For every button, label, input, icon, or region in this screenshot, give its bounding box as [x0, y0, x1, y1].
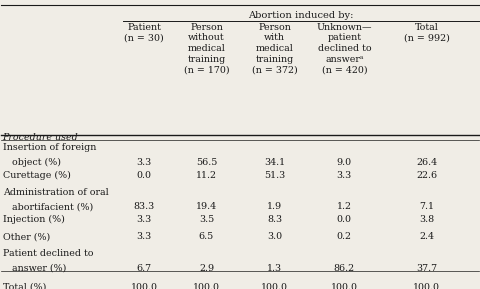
Text: 8.3: 8.3 [267, 215, 282, 224]
Text: 0.0: 0.0 [337, 215, 352, 224]
Text: 2.4: 2.4 [419, 232, 434, 241]
Text: Person
with
medical
training
(n = 372): Person with medical training (n = 372) [252, 23, 297, 75]
Text: 100.0: 100.0 [413, 283, 440, 289]
Text: 7.1: 7.1 [419, 202, 434, 211]
Text: 2.9: 2.9 [199, 264, 214, 273]
Text: 26.4: 26.4 [416, 158, 437, 167]
Text: Person
without
medical
training
(n = 170): Person without medical training (n = 170… [184, 23, 229, 75]
Text: 56.5: 56.5 [196, 158, 217, 167]
Text: Patient declined to: Patient declined to [2, 249, 93, 258]
Text: 22.6: 22.6 [416, 171, 437, 180]
Text: 83.3: 83.3 [133, 202, 155, 211]
Text: 100.0: 100.0 [261, 283, 288, 289]
Text: Abortion induced by:: Abortion induced by: [248, 11, 354, 20]
Text: Administration of oral: Administration of oral [2, 188, 108, 197]
Text: 86.2: 86.2 [334, 264, 355, 273]
Text: 3.8: 3.8 [419, 215, 434, 224]
Text: Patient
(n = 30): Patient (n = 30) [124, 23, 164, 42]
Text: 1.2: 1.2 [337, 202, 352, 211]
Text: 6.7: 6.7 [137, 264, 152, 273]
Text: 3.3: 3.3 [336, 171, 352, 180]
Text: 34.1: 34.1 [264, 158, 285, 167]
Text: 6.5: 6.5 [199, 232, 214, 241]
Text: Unknown—
patient
declined to
answerᵃ
(n = 420): Unknown— patient declined to answerᵃ (n … [317, 23, 372, 75]
Text: 3.3: 3.3 [137, 232, 152, 241]
Text: Total (%): Total (%) [2, 283, 46, 289]
Text: 3.5: 3.5 [199, 215, 214, 224]
Text: 51.3: 51.3 [264, 171, 285, 180]
Text: 100.0: 100.0 [331, 283, 358, 289]
Text: 3.0: 3.0 [267, 232, 282, 241]
Text: 37.7: 37.7 [416, 264, 437, 273]
Text: 0.0: 0.0 [137, 171, 152, 180]
Text: Procedure used: Procedure used [2, 134, 78, 142]
Text: 9.0: 9.0 [337, 158, 352, 167]
Text: Other (%): Other (%) [2, 232, 50, 241]
Text: Curettage (%): Curettage (%) [2, 171, 71, 180]
Text: Insertion of foreign: Insertion of foreign [2, 143, 96, 152]
Text: abortifacient (%): abortifacient (%) [2, 202, 93, 211]
Text: 19.4: 19.4 [196, 202, 217, 211]
Text: 11.2: 11.2 [196, 171, 217, 180]
Text: 100.0: 100.0 [193, 283, 220, 289]
Text: 3.3: 3.3 [137, 215, 152, 224]
Text: Total
(n = 992): Total (n = 992) [404, 23, 450, 42]
Text: 0.2: 0.2 [337, 232, 352, 241]
Text: 1.3: 1.3 [267, 264, 282, 273]
Text: answer (%): answer (%) [2, 264, 66, 273]
Text: Injection (%): Injection (%) [2, 215, 64, 224]
Text: 1.9: 1.9 [267, 202, 282, 211]
Text: 100.0: 100.0 [131, 283, 158, 289]
Text: 3.3: 3.3 [137, 158, 152, 167]
Text: object (%): object (%) [2, 158, 60, 167]
